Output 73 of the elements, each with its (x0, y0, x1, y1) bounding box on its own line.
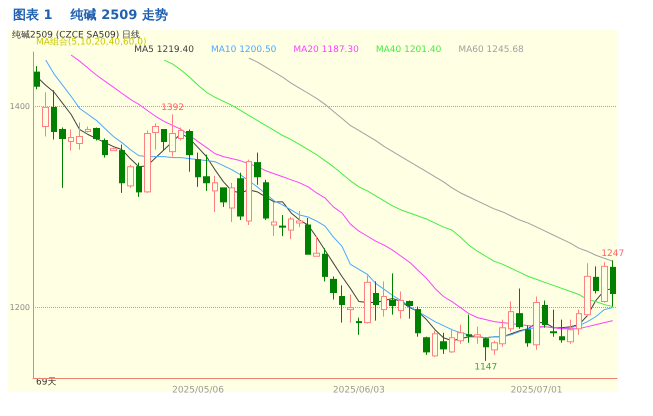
y-tick-label: 1200 (10, 303, 30, 312)
candlestick (567, 319, 574, 344)
x-tick-label: 2025/07/01 (510, 386, 563, 396)
candlestick (229, 182, 235, 223)
candlestick (136, 162, 142, 198)
candlestick (34, 66, 40, 90)
candlestick (415, 306, 421, 338)
text: MA40 1201.40 (376, 45, 442, 55)
candlestick (51, 90, 57, 140)
candlestick (449, 328, 455, 354)
candlestick (406, 300, 413, 320)
candlestick (457, 324, 464, 344)
candlestick (220, 187, 227, 208)
candlestick (440, 332, 447, 354)
candlestick (601, 262, 608, 304)
candlestick (550, 309, 557, 338)
candlestick (593, 266, 599, 294)
candlestick (542, 300, 548, 328)
candlestick (59, 126, 66, 188)
candlestick (254, 152, 261, 186)
candlestick (212, 175, 218, 212)
candlestick (356, 317, 362, 336)
candlestick (432, 330, 438, 358)
x-tick-label: 2025/05/06 (172, 386, 224, 396)
candlestick (474, 326, 481, 344)
x-tick-label: 2025/06/03 (332, 386, 385, 396)
candlestick (559, 319, 565, 344)
candlestick (271, 201, 277, 237)
candlestick (483, 337, 489, 362)
text: MA5 1219.40 (134, 45, 194, 55)
candlestick (246, 159, 252, 226)
candlestick (305, 218, 311, 255)
annotation: 1147 (474, 362, 498, 372)
candlestick (373, 280, 379, 322)
candlestick (169, 114, 176, 158)
annotation: 1247 (601, 248, 624, 259)
candlestick (186, 128, 193, 172)
candlestick (161, 128, 167, 152)
candlestick (339, 284, 345, 324)
candlestick (93, 126, 100, 142)
candlestick (525, 325, 531, 348)
candlestick (144, 130, 151, 194)
chart-title: 图表 1 纯碱 2509 走势 (13, 7, 168, 23)
candlestick (610, 260, 616, 308)
candlestick (102, 138, 108, 158)
candlestick (288, 216, 294, 240)
candlestick (85, 126, 91, 133)
candlestick (516, 288, 523, 330)
candlestick (237, 172, 244, 221)
candlestick (330, 276, 337, 300)
candlestick (466, 314, 472, 344)
candlestick (76, 122, 83, 150)
candlestick (296, 210, 303, 228)
candlestick (68, 128, 74, 152)
candlestick (389, 272, 396, 316)
annotation: 1392 (161, 102, 184, 113)
candlestick (119, 144, 125, 194)
candlestick (178, 126, 184, 142)
candlestick (279, 214, 286, 237)
candlestick (576, 309, 582, 336)
text: MA20 1187.30 (293, 45, 360, 55)
candlestick (195, 152, 201, 188)
candlestick (203, 154, 210, 192)
candlestick (152, 122, 159, 150)
candlestick (322, 248, 328, 282)
candlestick (313, 236, 320, 257)
text: MA60 1245.68 (458, 45, 524, 55)
candlestick (127, 164, 134, 188)
y-tick-label: 1400 (10, 102, 30, 111)
candlestick (263, 179, 269, 221)
candlestick (110, 147, 117, 152)
text: MA10 1200.50 (210, 45, 277, 55)
candlestick (423, 336, 430, 356)
